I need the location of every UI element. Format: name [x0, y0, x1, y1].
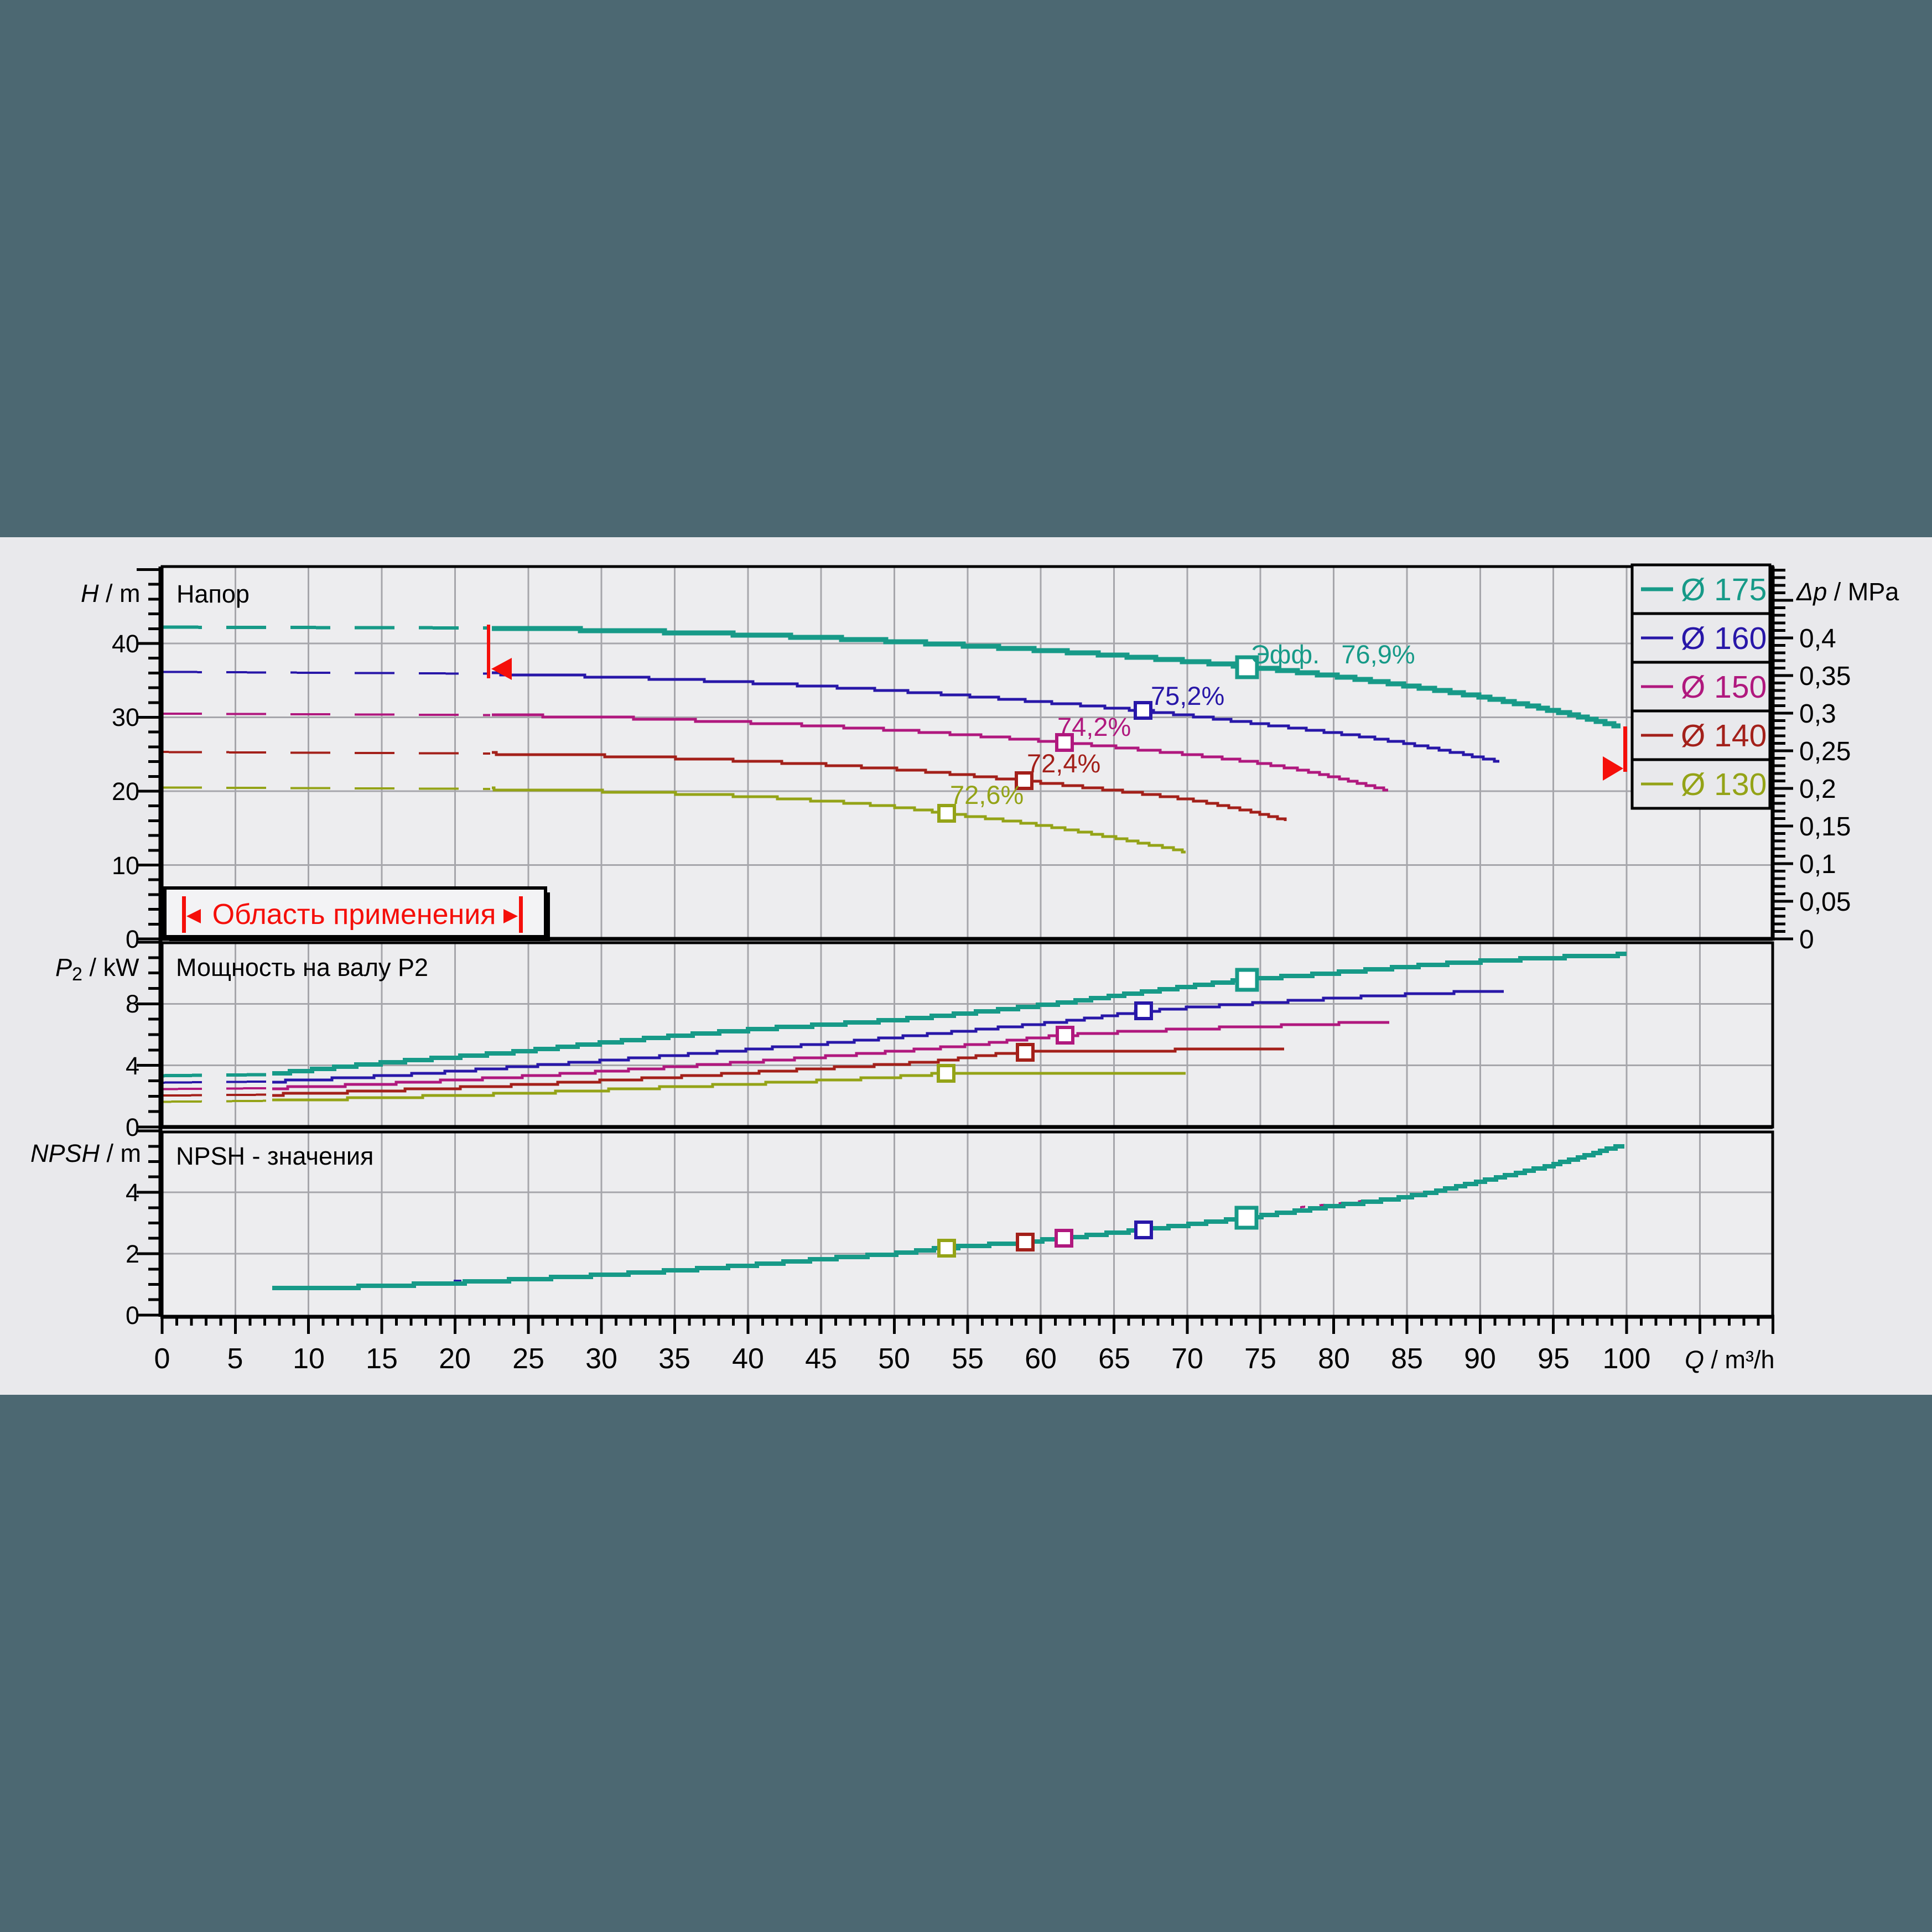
svg-text:Δp / MPa: Δp / MPa [1796, 578, 1899, 606]
svg-text:4: 4 [126, 1052, 139, 1080]
svg-text:10: 10 [293, 1343, 325, 1375]
svg-text:Q / m³/h: Q / m³/h [1685, 1346, 1775, 1374]
svg-text:Ø 150: Ø 150 [1681, 669, 1767, 705]
svg-text:55: 55 [952, 1343, 984, 1375]
svg-text:60: 60 [1025, 1343, 1057, 1375]
svg-text:P2 / kW: P2 / kW [55, 953, 139, 985]
svg-text:50: 50 [878, 1343, 910, 1375]
svg-text:0,05: 0,05 [1799, 887, 1851, 917]
svg-text:15: 15 [366, 1343, 398, 1375]
svg-text:0,35: 0,35 [1799, 662, 1851, 691]
svg-text:95: 95 [1538, 1343, 1570, 1375]
svg-text:74,2%: 74,2% [1057, 712, 1131, 741]
svg-text:0: 0 [126, 1301, 139, 1329]
svg-text:0: 0 [126, 1113, 139, 1141]
svg-text:8: 8 [126, 990, 139, 1018]
svg-text:40: 40 [732, 1343, 764, 1375]
svg-text:72,4%: 72,4% [1027, 749, 1100, 778]
svg-text:0: 0 [126, 925, 139, 953]
svg-text:Ø 130: Ø 130 [1681, 767, 1767, 802]
svg-text:Область применения: Область применения [212, 899, 496, 931]
svg-text:0,15: 0,15 [1799, 812, 1851, 842]
svg-text:Эфф. 76,9%: Эфф. 76,9% [1251, 640, 1415, 669]
svg-text:4: 4 [126, 1178, 139, 1207]
svg-text:20: 20 [112, 777, 139, 806]
svg-text:2: 2 [126, 1240, 139, 1268]
svg-text:90: 90 [1464, 1343, 1496, 1375]
svg-text:30: 30 [585, 1343, 617, 1375]
svg-text:Напор: Напор [176, 580, 250, 608]
svg-text:75,2%: 75,2% [1151, 681, 1224, 710]
svg-text:NPSH / m: NPSH / m [30, 1139, 141, 1167]
svg-text:65: 65 [1098, 1343, 1130, 1375]
svg-text:0,4: 0,4 [1799, 624, 1836, 653]
svg-text:NPSH - значения: NPSH - значения [176, 1142, 373, 1170]
svg-text:Мощность на валу P2: Мощность на валу P2 [176, 953, 428, 981]
svg-text:80: 80 [1318, 1343, 1350, 1375]
svg-text:100: 100 [1603, 1343, 1651, 1375]
svg-text:0,25: 0,25 [1799, 737, 1851, 766]
svg-text:H / m: H / m [81, 579, 141, 607]
svg-text:0: 0 [154, 1343, 170, 1375]
svg-text:25: 25 [512, 1343, 544, 1375]
svg-text:30: 30 [112, 703, 139, 731]
svg-text:0,1: 0,1 [1799, 850, 1836, 879]
svg-text:10: 10 [112, 851, 139, 880]
svg-text:0,2: 0,2 [1799, 775, 1836, 804]
svg-text:Ø 160: Ø 160 [1681, 621, 1767, 656]
svg-text:72,6%: 72,6% [950, 780, 1024, 809]
svg-text:Ø 140: Ø 140 [1681, 718, 1767, 754]
svg-text:0,3: 0,3 [1799, 699, 1836, 729]
svg-text:Ø 175: Ø 175 [1681, 572, 1767, 607]
svg-text:70: 70 [1171, 1343, 1203, 1375]
svg-text:0: 0 [1799, 925, 1814, 954]
svg-text:35: 35 [658, 1343, 690, 1375]
svg-text:75: 75 [1244, 1343, 1276, 1375]
svg-text:85: 85 [1391, 1343, 1423, 1375]
svg-text:40: 40 [112, 630, 139, 658]
svg-text:20: 20 [439, 1343, 471, 1375]
svg-text:5: 5 [227, 1343, 243, 1375]
svg-text:45: 45 [805, 1343, 837, 1375]
